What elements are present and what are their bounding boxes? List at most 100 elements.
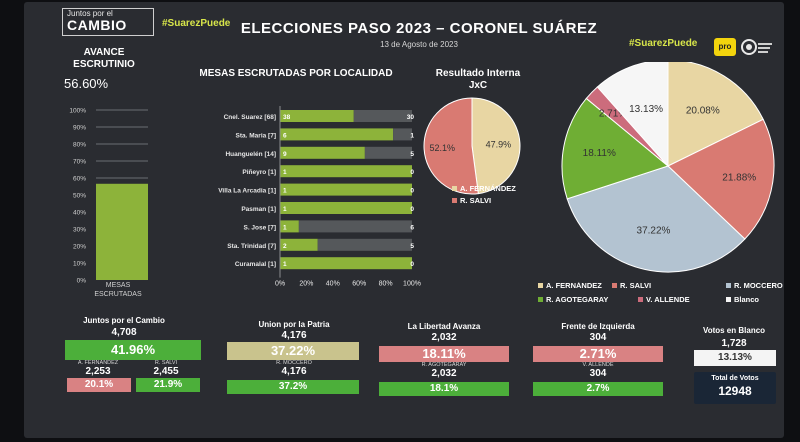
mesas-chart: Cnel. Suarez [68] 38 30 Sta. Maria [7] 6 1 Hua… — [218, 106, 421, 288]
interna-legend-swatch — [452, 198, 457, 203]
mesas-xtick: 80% — [379, 281, 393, 288]
main-legend-label: R. MOCCERO — [734, 282, 783, 290]
pendientes-bar — [393, 128, 412, 141]
escrutadas-bar — [280, 110, 354, 122]
salvi-pct-label: 52.1% — [430, 143, 456, 153]
escrutadas-label: 1 — [283, 261, 287, 268]
avance-ytick: 90% — [73, 125, 86, 132]
avance-ytick: 100% — [69, 108, 86, 115]
main-legend-label: A. FERNÁNDEZ — [546, 282, 602, 290]
party-emblem-icon — [741, 39, 772, 55]
main-pie: 20.08% 21.88% 37.22% 18.11% 2.71% 13.13% — [561, 62, 775, 273]
locality-label: Pasman [1] — [241, 206, 276, 213]
jxc-cand2-pct-box: 21.9% — [136, 378, 200, 392]
jxc-votes: 4,708 — [111, 327, 137, 338]
lla-party-label: La Libertad Avanza — [407, 322, 481, 331]
main-legend-swatch — [638, 297, 643, 302]
up-votes: 4,176 — [281, 330, 307, 341]
main-legend-label: R. AGOTEGARAY — [546, 295, 608, 304]
locality-label: Villa La Arcadia [1] — [218, 188, 276, 195]
interna-legend-label: A. FERNÁNDEZ — [460, 184, 516, 193]
salvi-slice — [423, 97, 479, 195]
avance-ytick: 20% — [73, 244, 86, 251]
allende-pct-label: 2.71% — [599, 108, 627, 119]
jxc-cand1-votes: 2,253 — [85, 366, 111, 377]
pendientes-label: 0 — [410, 169, 414, 176]
pendientes-label: 0 — [410, 206, 414, 213]
brand-main-text: CAMBIO — [67, 17, 127, 33]
escrutadas-label: 1 — [283, 169, 287, 176]
blanco-label: Votos en Blanco — [702, 326, 766, 335]
fit-party-label: Frente de Izquierda — [561, 322, 635, 331]
fernandez-slice — [471, 97, 521, 195]
locality-label: Sta. Maria [7] — [236, 132, 276, 139]
up-cand-name: R. MOCCERO — [276, 360, 312, 366]
interna-legend: A. FERNÁNDEZ R. SALVI — [452, 184, 516, 205]
pendientes-label: 6 — [410, 224, 414, 231]
up-pct-box: 37.22% — [227, 342, 359, 360]
mesas-xtick: 100% — [403, 281, 421, 288]
main-legend-swatch — [612, 283, 617, 288]
main-legend-swatch — [726, 297, 731, 302]
pendientes-bar — [317, 238, 412, 251]
escrutadas-bar — [280, 202, 412, 214]
avance-value: 56.60% — [64, 76, 109, 91]
locality-label: Huanguelén [14] — [225, 151, 276, 158]
locality-label: Sta. Trinidad [7] — [227, 243, 276, 250]
total-value: 12948 — [718, 384, 752, 398]
escrutadas-label: 6 — [283, 132, 287, 139]
salvi-slice — [667, 118, 775, 240]
pendientes-bar — [298, 220, 412, 233]
lla-votes: 2,032 — [431, 332, 457, 343]
fit-cand-votes: 304 — [589, 368, 607, 379]
lla-cand-name: R. AGOTEGARAY — [421, 362, 467, 368]
pro-logo: pro — [714, 38, 736, 56]
fit-cand-pct-box: 2.7% — [533, 382, 663, 396]
fernandez-pct-label: 20.08% — [686, 106, 720, 117]
interna-legend-label: R. SALVI — [460, 196, 491, 205]
avance-ytick: 70% — [73, 159, 86, 166]
page-title: ELECCIONES PASO 2023 – CORONEL SUÁREZ — [240, 20, 598, 37]
total-label: Total de Votos — [711, 375, 759, 382]
mesas-xtick: 60% — [352, 281, 366, 288]
main-legend-label: R. SALVI — [620, 282, 651, 290]
blanco-slice — [596, 62, 669, 168]
avance-ytick: 30% — [73, 227, 86, 234]
pendientes-label: 30 — [407, 114, 415, 121]
brand-top-text: Juntos por el — [67, 9, 113, 18]
main-legend: A. FERNÁNDEZ R. SALVI R. MOCCERO R. AGOTEGA… — [538, 282, 783, 304]
blanco-pct-box: 13.13% — [694, 350, 776, 366]
escrutadas-label: 1 — [283, 206, 287, 213]
avance-ytick: 50% — [73, 193, 86, 200]
locality-label: Piñeyro [1] — [242, 169, 276, 176]
hashtag-left: #SuarezPuede — [162, 18, 231, 29]
header: Juntos por el CAMBIO #SuarezPuede ELECCI… — [24, 2, 784, 58]
locality-label: Curamalal [1] — [235, 261, 276, 268]
escrutadas-bar — [280, 183, 412, 196]
brand-logo: Juntos por el CAMBIO — [62, 8, 154, 36]
mesas-xtick: 20% — [299, 281, 313, 288]
jxc-cand1-pct-box: 20.1% — [67, 378, 131, 392]
avance-ytick: 40% — [73, 210, 86, 217]
up-cand-pct-box: 37.2% — [227, 380, 359, 394]
locality-label: Cnel. Suarez [68] — [224, 114, 276, 121]
locality-label: S. Jose [7] — [243, 224, 276, 231]
avance-ytick: 80% — [73, 142, 86, 149]
pendientes-bar — [364, 146, 412, 159]
fit-pct-box: 2.71% — [533, 346, 663, 362]
mesas-title: MESAS ESCRUTADAS POR LOCALIDAD — [199, 68, 393, 79]
pendientes-label: 0 — [410, 188, 414, 195]
escrutadas-label: 1 — [283, 188, 287, 195]
up-party-label: Union por la Patria — [258, 320, 330, 329]
avance-ytick: 60% — [73, 176, 86, 183]
interna-legend-swatch — [452, 186, 457, 191]
total-box: Total de Votos 12948 — [694, 372, 776, 404]
avance-ytick: 10% — [73, 261, 86, 268]
escrutadas-label: 9 — [283, 151, 287, 158]
mesas-escrutadas-label: MESAS ESCRUTADAS — [94, 282, 142, 298]
lla-cand-pct-box: 18.1% — [379, 382, 509, 396]
escrutadas-bar — [280, 257, 412, 270]
main-legend-swatch — [538, 297, 543, 302]
escrutadas-bar — [280, 220, 299, 233]
jxc-cand1-name: A. FERNANDEZ — [77, 360, 119, 366]
